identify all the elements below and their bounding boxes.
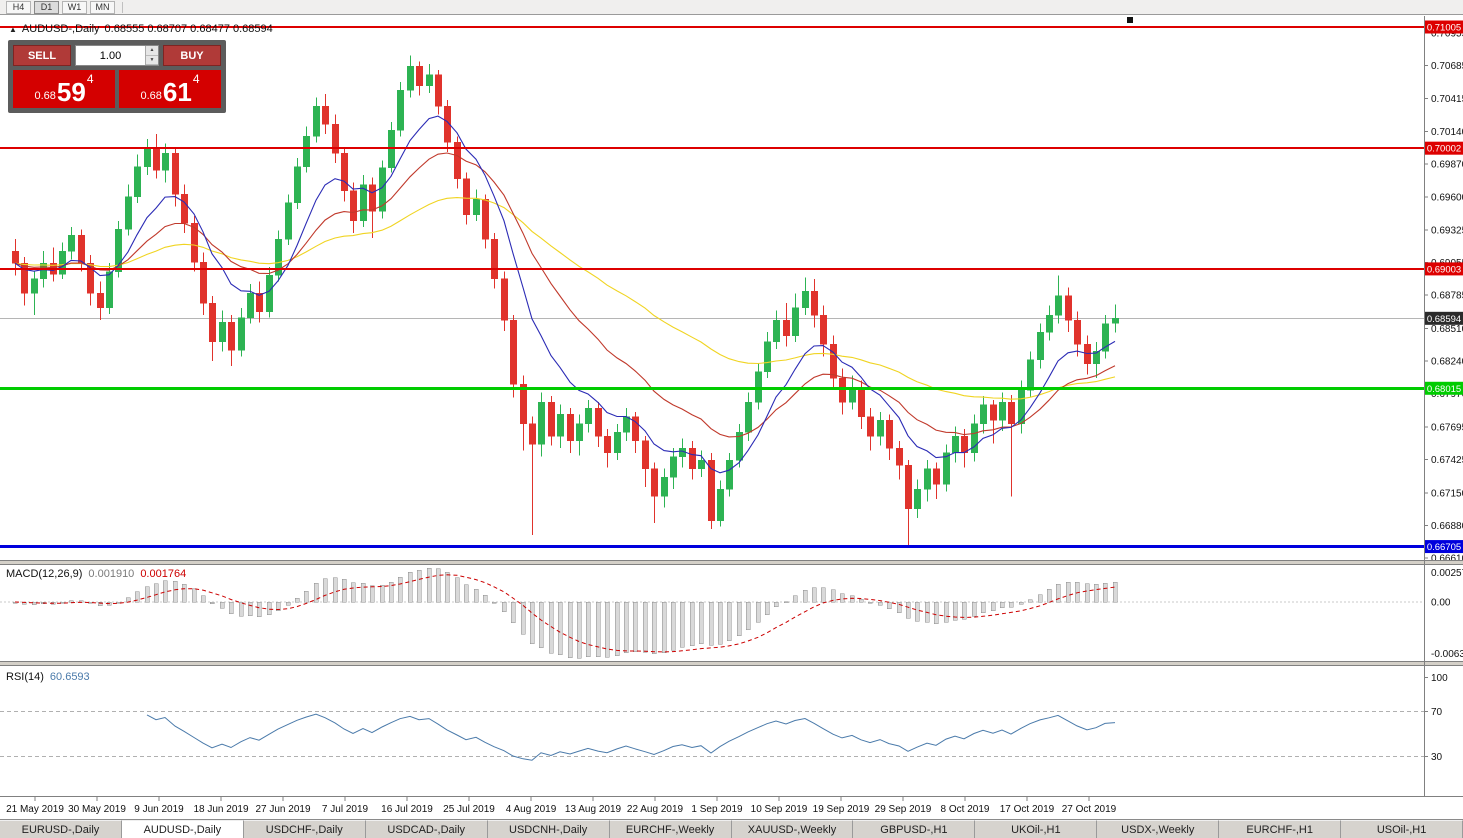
volume-input[interactable]	[76, 46, 145, 65]
ma-mid-red	[14, 152, 1116, 438]
tab-usdcnh-daily[interactable]: USDCNH-,Daily	[487, 820, 610, 838]
main-price-panel	[0, 17, 1424, 549]
svg-text:0.69003: 0.69003	[1427, 264, 1461, 275]
bid-price-box[interactable]: 0.68 59 4	[13, 70, 115, 108]
tab-ukoil-h1[interactable]: UKOil-,H1	[975, 820, 1098, 838]
volume-spinner: ▲ ▼	[145, 46, 158, 65]
svg-text:8 Oct 2019: 8 Oct 2019	[941, 804, 990, 815]
date-axis: 21 May 2019 30 May 2019 9 Jun 2019 18 Jun 2…	[6, 797, 1117, 815]
svg-text:0.002574: 0.002574	[1431, 568, 1463, 579]
candlesticks	[11, 55, 1119, 546]
timeframe-d1[interactable]: D1	[34, 0, 59, 14]
ma-fast-blue	[14, 115, 1116, 474]
volume-field: ▲ ▼	[75, 45, 159, 66]
rsi-line	[146, 713, 1116, 761]
sell-button[interactable]: SELL	[13, 45, 71, 66]
tab-gbpusd-h1[interactable]: GBPUSD-,H1	[853, 820, 976, 838]
ask-fraction: 4	[192, 72, 200, 86]
tab-eurchf-h1[interactable]: EURCHF-,H1	[1219, 820, 1342, 838]
svg-text:0.70415: 0.70415	[1431, 94, 1463, 105]
svg-text:0.67695: 0.67695	[1431, 422, 1463, 433]
volume-increase-button[interactable]: ▲	[146, 46, 158, 56]
svg-text:100: 100	[1431, 673, 1448, 684]
svg-text:0.70685: 0.70685	[1431, 61, 1463, 72]
svg-text:30: 30	[1431, 752, 1443, 763]
svg-text:0.67425: 0.67425	[1431, 455, 1463, 466]
bid-pips: 59	[56, 77, 86, 107]
timeframe-mn[interactable]: MN	[90, 0, 115, 14]
svg-text:25 Jul 2019: 25 Jul 2019	[443, 804, 495, 815]
svg-text:27 Oct 2019: 27 Oct 2019	[1062, 804, 1117, 815]
svg-text:17 Oct 2019: 17 Oct 2019	[1000, 804, 1055, 815]
svg-text:0.68785: 0.68785	[1431, 291, 1463, 302]
svg-text:70: 70	[1431, 707, 1443, 718]
tab-eurchf-weekly[interactable]: EURCHF-,Weekly	[609, 820, 732, 838]
timeframe-h4[interactable]: H4	[6, 0, 31, 14]
tab-xauusd-weekly[interactable]: XAUUSD-,Weekly	[731, 820, 854, 838]
svg-text:0.70002: 0.70002	[1427, 144, 1461, 155]
timeframe-w1[interactable]: W1	[62, 0, 87, 14]
svg-text:7 Jul 2019: 7 Jul 2019	[322, 804, 369, 815]
macd-panel: 0.002574 0.00 -0.006326	[0, 567, 1463, 660]
tab-usdcad-daily[interactable]: USDCAD-,Daily	[365, 820, 488, 838]
svg-text:0.00: 0.00	[1431, 598, 1451, 609]
tab-audusd-daily[interactable]: AUDUSD-,Daily	[121, 820, 244, 838]
tab-usdx-weekly[interactable]: USDX-,Weekly	[1097, 820, 1220, 838]
ask-prefix: 0.68	[140, 90, 162, 102]
chart-tab-bar: EURUSD-,Daily AUDUSD-,Daily USDCHF-,Daily U…	[0, 819, 1463, 838]
svg-text:10 Sep 2019: 10 Sep 2019	[751, 804, 808, 815]
svg-text:19 Sep 2019: 19 Sep 2019	[813, 804, 870, 815]
ask-price-box[interactable]: 0.68 61 4	[119, 70, 221, 108]
ask-pips: 61	[162, 77, 192, 107]
svg-text:4 Aug 2019: 4 Aug 2019	[506, 804, 557, 815]
svg-text:0.71005: 0.71005	[1427, 23, 1461, 34]
svg-text:0.69325: 0.69325	[1431, 225, 1463, 236]
bid-prefix: 0.68	[34, 90, 56, 102]
svg-text:13 Aug 2019: 13 Aug 2019	[565, 804, 622, 815]
line-anchor-marker[interactable]	[1127, 17, 1133, 23]
tab-usoil-h1[interactable]: USOil-,H1	[1341, 820, 1463, 838]
volume-decrease-button[interactable]: ▼	[146, 55, 158, 65]
svg-text:27 Jun 2019: 27 Jun 2019	[255, 804, 310, 815]
svg-text:29 Sep 2019: 29 Sep 2019	[875, 804, 932, 815]
timeframe-toolbar: H4 D1 W1 MN	[0, 0, 1463, 15]
svg-text:9 Jun 2019: 9 Jun 2019	[134, 804, 184, 815]
svg-text:0.70955: 0.70955	[1431, 29, 1463, 40]
tab-usdchf-daily[interactable]: USDCHF-,Daily	[243, 820, 366, 838]
tab-eurusd-daily[interactable]: EURUSD-,Daily	[0, 820, 122, 838]
svg-text:30 May 2019: 30 May 2019	[68, 804, 126, 815]
svg-text:0.68594: 0.68594	[1427, 314, 1461, 325]
svg-text:0.68015: 0.68015	[1427, 384, 1461, 395]
svg-text:22 Aug 2019: 22 Aug 2019	[627, 804, 684, 815]
macd-histogram	[12, 567, 1118, 659]
svg-text:1 Sep 2019: 1 Sep 2019	[691, 804, 743, 815]
toolbar-separator	[122, 1, 123, 13]
svg-text:0.66705: 0.66705	[1427, 542, 1461, 553]
svg-text:-0.006326: -0.006326	[1431, 649, 1463, 660]
svg-text:21 May 2019: 21 May 2019	[6, 804, 64, 815]
rsi-panel: 100 70 30	[0, 673, 1448, 763]
macd-signal-line	[14, 574, 1116, 653]
bid-fraction: 4	[86, 72, 94, 86]
buy-button[interactable]: BUY	[163, 45, 221, 66]
svg-text:16 Jul 2019: 16 Jul 2019	[381, 804, 433, 815]
svg-text:18 Jun 2019: 18 Jun 2019	[193, 804, 248, 815]
